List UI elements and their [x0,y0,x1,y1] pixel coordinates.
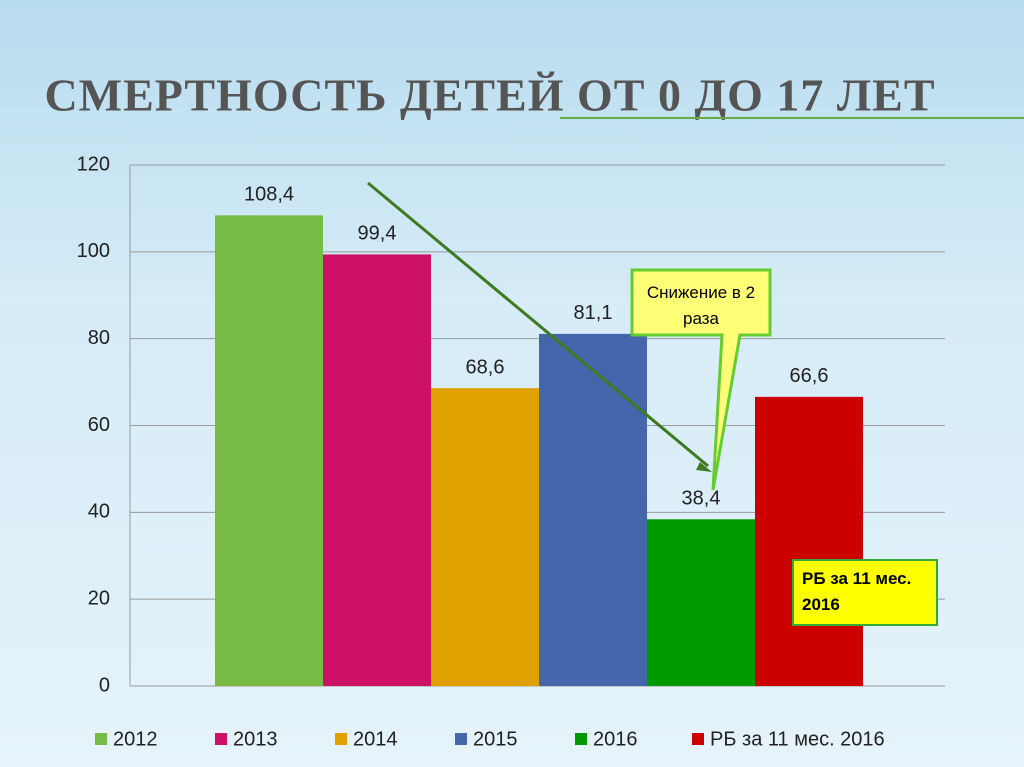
legend-label: 2013 [233,728,278,750]
legend-label: 2016 [593,728,638,750]
bar [431,388,539,686]
chart-title: СМЕРТНОСТЬ ДЕТЕЙ ОТ 0 ДО 17 ЛЕТ [44,70,935,121]
value-label: 99,4 [358,223,397,245]
y-tick-label: 60 [88,414,110,436]
legend-swatch [95,733,107,745]
value-label: 108,4 [244,184,294,206]
legend-label: 2014 [353,728,398,750]
bar [539,333,647,686]
arrow-head [696,462,712,472]
y-tick-label: 0 [99,674,110,696]
bar [215,215,323,686]
y-tick-label: 80 [88,327,110,349]
callout-text: Снижение в 2 раза [646,283,756,328]
bar [323,254,431,686]
legend-swatch [335,733,347,745]
legend-label: 2012 [113,728,158,750]
y-tick-label: 20 [88,587,110,609]
value-label: 68,6 [466,356,505,378]
note-box [792,559,938,626]
y-tick-label: 120 [77,153,110,175]
legend-swatch [215,733,227,745]
legend-swatch [575,733,587,745]
trend-arrow [367,181,709,468]
bar [755,396,863,686]
value-label: 38,4 [682,488,721,510]
y-tick-label: 40 [88,501,110,523]
value-label: 81,1 [574,302,613,324]
legend-label: РБ за 11 мес. 2016 [710,728,885,750]
note-text: РБ за 11 мес. 2016 [802,569,912,614]
value-label: 66,6 [790,365,829,387]
legend-label: 2015 [473,728,518,750]
plot: 0 20 40 60 80 100 120 108,4 2012 99,4 2013 68,6 2014… [77,153,945,750]
bar [647,519,755,686]
y-tick-label: 100 [77,240,110,262]
callout [630,268,772,491]
legend-swatch [455,733,467,745]
legend-swatch [692,733,704,745]
